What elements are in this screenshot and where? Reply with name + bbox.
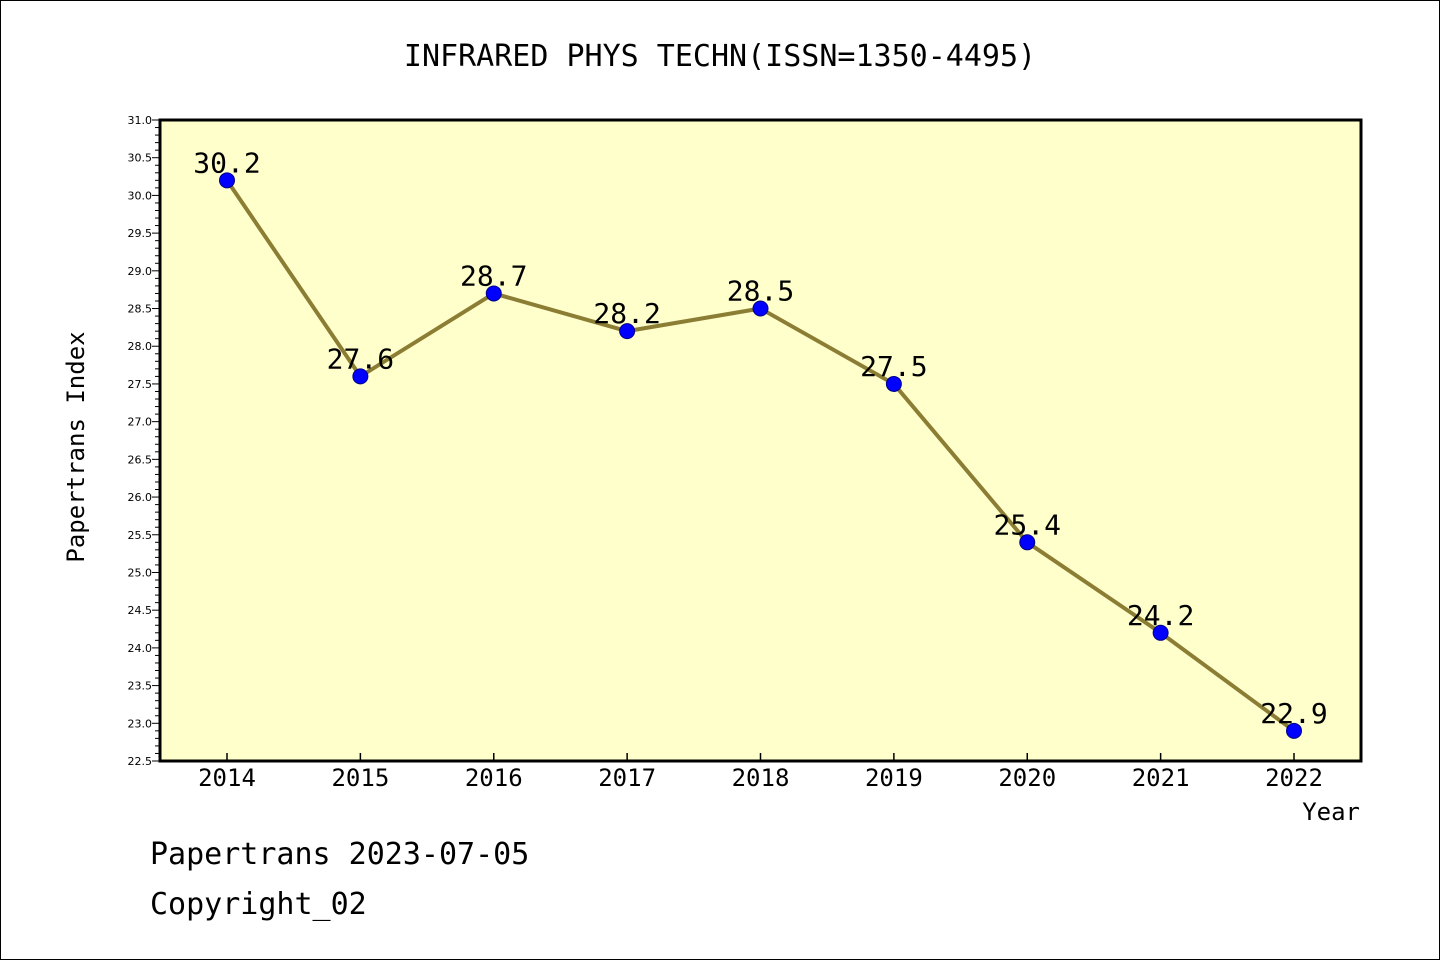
data-label: 27.6: [327, 342, 394, 375]
chart-title: INFRARED PHYS TECHN(ISSN=1350-4495): [404, 39, 1036, 74]
y-tick-label: 28.0: [128, 340, 153, 353]
data-label: 24.2: [1127, 599, 1194, 632]
data-point-marker: [1152, 624, 1169, 641]
x-tick-label: 2019: [865, 764, 923, 792]
y-tick-label: 29.5: [128, 227, 153, 240]
data-label: 22.9: [1260, 697, 1327, 730]
data-label: 30.2: [193, 146, 260, 179]
y-tick-label: 26.5: [128, 453, 153, 466]
data-point-marker: [752, 300, 769, 317]
data-label: 28.7: [460, 259, 527, 292]
footer-copyright: Copyright_02: [150, 887, 367, 922]
y-axis-label: Papertrans Index: [62, 331, 90, 562]
x-tick-label: 2014: [198, 764, 256, 792]
data-point-marker: [1286, 722, 1302, 739]
data-point-marker: [1019, 534, 1036, 551]
y-tick-label: 31.0: [128, 114, 153, 127]
x-tick-label: 2017: [598, 764, 656, 792]
y-tick-label: 23.5: [128, 680, 153, 693]
y-tick-label: 30.5: [128, 152, 153, 165]
y-tick-label: 26.0: [128, 491, 153, 504]
series-group: [219, 172, 1302, 739]
x-axis-label: Year: [1302, 798, 1360, 826]
data-label: 27.5: [860, 350, 927, 383]
y-tick-label: 25.0: [128, 566, 153, 579]
y-tick-label: 22.5: [128, 755, 153, 768]
x-tick-label: 2015: [331, 764, 389, 792]
x-tick-label: 2020: [998, 764, 1056, 792]
data-label: 28.5: [727, 275, 794, 308]
y-tick-label: 28.5: [128, 303, 153, 316]
plot-border: [158, 118, 1363, 763]
x-tick-label: 2016: [465, 764, 523, 792]
y-tick-label: 29.0: [128, 265, 153, 278]
y-tick-label: 30.0: [128, 189, 153, 202]
data-label: 25.4: [994, 508, 1061, 541]
data-point-marker: [885, 375, 902, 392]
data-label: 28.2: [593, 297, 660, 330]
footer-date: Papertrans 2023-07-05: [150, 837, 529, 872]
y-tick-label: 27.0: [128, 416, 153, 429]
data-point-marker: [485, 285, 502, 302]
data-point-marker: [352, 368, 369, 385]
y-tick-label: 23.0: [128, 717, 153, 730]
y-axis-ticks: 22.5 23.0 23.5 24.0 24.5 25.0 25.5 26.0 26.5 27.0…: [128, 114, 160, 768]
x-tick-label: 2021: [1132, 764, 1190, 792]
data-point-marker: [619, 323, 636, 340]
data-point-marker: [219, 172, 235, 189]
y-tick-label: 24.5: [128, 604, 153, 617]
y-tick-label: 25.5: [128, 529, 153, 542]
plot-area: [160, 120, 1361, 761]
y-tick-label: 24.0: [128, 642, 153, 655]
data-labels-group: 30.2 27.6 28.7 28.2 28.5 27.5 25.4 24.2 22.9: [193, 146, 1327, 730]
x-axis-ticks: 2014 2015 2016 2017 2018 2019 2020 2021 2022: [198, 753, 1323, 792]
x-tick-label: 2018: [732, 764, 790, 792]
y-tick-label: 27.5: [128, 378, 153, 391]
x-tick-label: 2022: [1265, 764, 1323, 792]
